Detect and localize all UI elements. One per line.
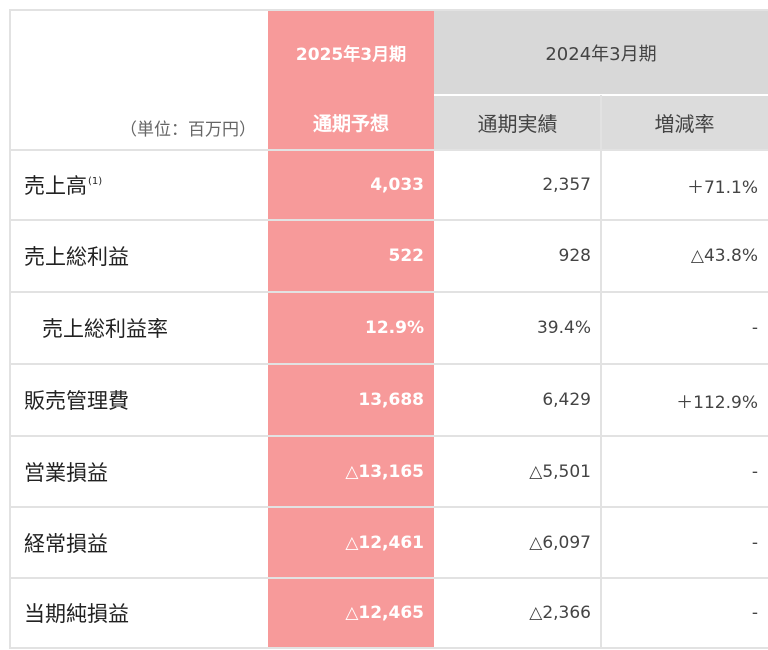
row-label-net: 当期純損益 [10,578,268,648]
actual-value: △5,501 [434,436,601,507]
change-value: △43.8% [601,220,768,292]
forecast-sub-header: 通期予想 [268,95,434,150]
forecast-value: △12,461 [268,507,434,578]
prior-actual-sub-header: 通期実績 [434,95,601,150]
change-value: ＋112.9% [601,364,768,436]
change-value: - [601,292,768,364]
unit-label: （単位：百万円） [10,10,268,150]
grid-line [600,95,602,648]
actual-value: 6,429 [434,364,601,436]
row-label-gross-margin: 売上総利益率 [10,292,268,364]
actual-value: △6,097 [434,507,601,578]
actual-value: △2,366 [434,578,601,648]
change-value: - [601,507,768,578]
row-label-ordinary: 経常損益 [10,507,268,578]
grid-line [10,291,768,293]
row-label-operating: 営業損益 [10,436,268,507]
change-rate-sub-header: 増減率 [601,95,768,150]
grid-line [10,506,768,508]
grid-line [10,363,768,365]
change-value: ＋71.1% [601,150,768,220]
row-label-sga: 販売管理費 [10,364,268,436]
actual-value: 39.4% [434,292,601,364]
row-label-sales: 売上高 (1) [10,150,268,220]
change-value: - [601,578,768,648]
row-label-gross-profit: 売上総利益 [10,220,268,292]
grid-line [10,149,768,151]
forecast-value: △12,465 [268,578,434,648]
forecast-value: 12.9% [268,292,434,364]
forecast-value: 522 [268,220,434,292]
forecast-value: △13,165 [268,436,434,507]
actual-value: 928 [434,220,601,292]
grid-line [10,647,768,649]
grid-line [10,9,768,11]
grid-line [9,9,11,649]
change-value: - [601,436,768,507]
forecast-value: 4,033 [268,150,434,220]
footnote-marker: (1) [88,175,103,187]
prior-period-header: 2024年3月期 [434,10,768,95]
grid-line [10,435,768,437]
forecast-period-header: 2025年3月期 [268,10,434,95]
grid-line [10,219,768,221]
actual-value: 2,357 [434,150,601,220]
grid-line [10,577,768,579]
forecast-value: 13,688 [268,364,434,436]
row-label-text: 売上高 [24,174,87,198]
